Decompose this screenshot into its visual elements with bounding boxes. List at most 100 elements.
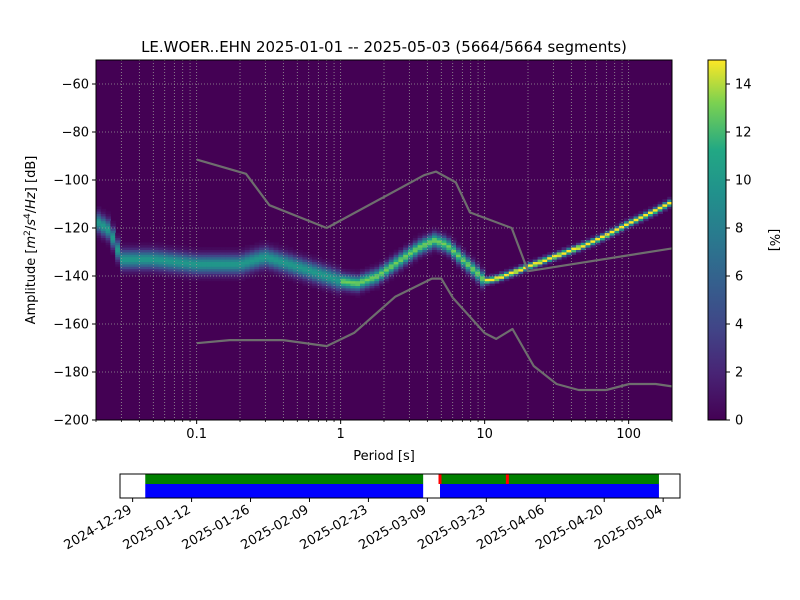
heatmap-cell [96,218,102,222]
heatmap-cell [326,259,332,262]
heatmap-cell [216,254,222,258]
heatmap-cell [427,232,433,236]
heatmap-cell [302,254,308,258]
heatmap-cell [475,259,481,262]
heatmap-cell [302,271,308,274]
heatmap-cell [216,278,222,282]
heatmap-cell [648,216,654,219]
heatmap-cell [158,264,164,267]
heatmap-cell [110,220,116,224]
heatmap-cell [124,256,131,260]
heatmap-cell [312,254,318,258]
heatmap-cell [436,252,443,255]
heatmap-cell [336,276,342,279]
heatmap-cell [364,266,371,270]
heatmap-cell [216,268,222,272]
psd-heatmap-axes: 0.1 1 10 100 −200 −180 −160 −140 −120 −100 −80 −60… [23,59,673,464]
heatmap-cell [374,278,380,282]
heatmap-cell [336,266,342,270]
heatmap-cell [153,259,159,262]
heatmap-cell [168,273,174,277]
heatmap-cell [168,254,174,258]
heatmap-cell [638,213,644,217]
heatmap-cell [144,273,150,277]
heatmap-cell [614,232,620,236]
heatmap-cell [172,259,179,262]
heatmap-cell [484,280,491,284]
heatmap-cell [403,264,409,267]
heatmap-cell [316,268,323,272]
heatmap-cell [441,254,447,258]
heatmap-cell [364,283,371,286]
heatmap-cell [177,254,183,258]
heatmap-cell [388,278,395,282]
heatmap-cell [230,264,236,267]
heatmap-cell [115,264,121,267]
heatmap-cell [153,268,159,272]
heatmap-cell [388,264,395,267]
heatmap-cell [259,273,265,277]
heatmap-cell [297,264,303,267]
heatmap-cell [422,252,428,255]
heatmap-cell [369,276,375,279]
heatmap-cell [307,285,313,289]
heatmap-cell [249,268,255,272]
heatmap-cell [177,244,183,248]
heatmap-cell [379,283,385,286]
heatmap-cell [211,256,217,260]
heatmap-cell [273,271,279,274]
heatmap-cell [648,206,654,210]
heatmap-cell [316,266,323,270]
heatmap-cell [360,283,366,286]
heatmap-cell [240,247,246,250]
heatmap-cell [652,208,659,212]
heatmap-cell [201,249,207,253]
heatmap-cell [595,235,601,238]
heatmap-cell [307,276,313,279]
heatmap-cell [297,268,303,272]
heatmap-cell [115,254,121,258]
heatmap-cell [129,247,135,250]
heatmap-cell [153,252,159,255]
heatmap-cell [316,283,323,286]
heatmap-cell [336,280,342,284]
heatmap-cell [436,242,443,246]
heatmap-cell [100,228,107,231]
heatmap-cell [273,264,279,267]
heatmap-cell [408,247,414,250]
heatmap-cell [163,249,169,253]
heatmap-cell [350,283,356,286]
heatmap-cell [480,271,486,274]
heatmap-cell [144,264,150,267]
heatmap-cell [561,254,567,258]
heatmap-cell [211,268,217,272]
heatmap-cell [196,276,203,279]
heatmap-cell [273,261,279,265]
heatmap-cell [657,208,663,212]
heatmap-cell [297,249,303,253]
heatmap-cell [388,252,395,255]
heatmap-cell [139,244,145,248]
heatmap-cell [129,271,135,274]
heatmap-cell [547,254,553,258]
heatmap-cell [220,261,227,265]
heatmap-cell [446,256,452,260]
heatmap-cell [153,244,159,248]
heatmap-cell [446,232,452,236]
heatmap-cell [312,256,318,260]
heatmap-cell [110,228,116,231]
colorbar-tick-label: 2 [735,366,743,381]
gap-marker [438,474,442,484]
heatmap-cell [168,264,174,267]
heatmap-cell [465,254,471,258]
heatmap-cell [432,228,438,231]
heatmap-cell [259,252,265,255]
heatmap-cell [100,216,107,219]
heatmap-cell [124,273,131,277]
heatmap-cell [561,252,567,255]
heatmap-cell [254,266,260,270]
heatmap-cell [312,264,318,267]
heatmap-cell [312,283,318,286]
heatmap-cell [432,247,438,250]
heatmap-cell [422,232,428,236]
